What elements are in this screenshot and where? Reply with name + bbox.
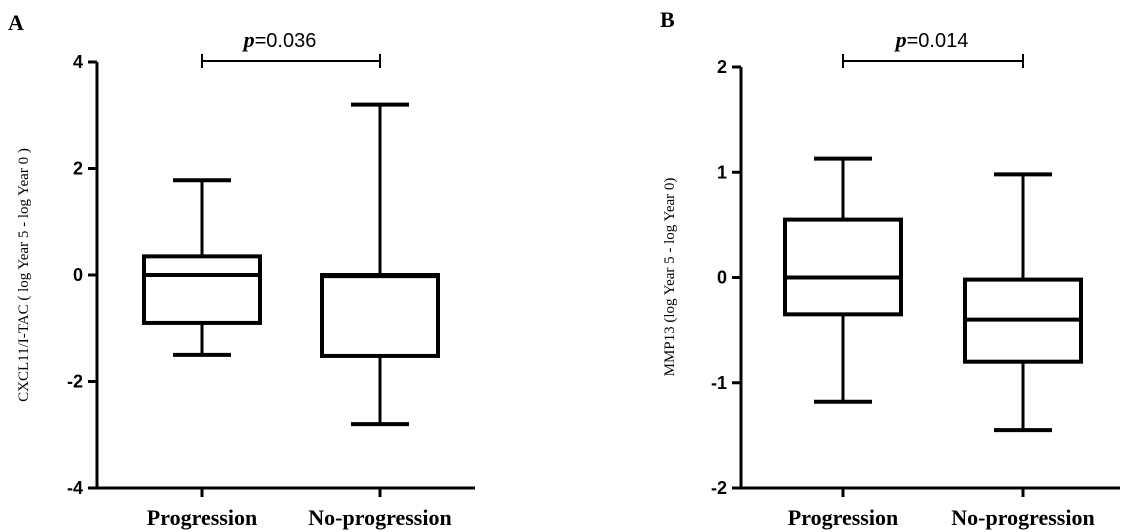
panel-b-box [783, 217, 903, 317]
panel-a-x-tick-label: Progression [147, 505, 257, 530]
panel-a-p-value: =0.036 [255, 30, 317, 52]
svg-text:p=0.014: p=0.014 [894, 27, 969, 52]
panel-b-p-value: =0.014 [907, 30, 969, 52]
panel-b-y-tick-label: -1 [711, 373, 727, 393]
panel-b-x-tick-label: Progression [788, 505, 898, 530]
panel-a-p-value-annotation: p=0.036 [242, 27, 317, 52]
panel-a-y-tick-label: 4 [73, 52, 83, 72]
panel-b-letter: B [660, 7, 675, 32]
panel-b-p-symbol: p [894, 27, 907, 52]
panel-a-y-axis-label: CXCL11/I-TAC ( log Year 5 - log Year 0 ) [16, 148, 32, 402]
panel-a-box [142, 254, 262, 325]
panel-b-y-tick-label: 2 [717, 57, 727, 77]
panel-a-p-symbol: p [242, 27, 255, 52]
panel-a-y-tick-label: 2 [73, 159, 83, 179]
panel-a-box [320, 273, 440, 358]
svg-text:p=0.036: p=0.036 [242, 27, 317, 52]
panel-b-y-tick-label: -2 [711, 478, 727, 498]
panel-a-letter: A [8, 10, 24, 35]
panel-b-x-tick-label: No-progression [951, 505, 1094, 530]
panel-a-y-tick-label: -4 [67, 478, 83, 498]
panel-b-y-axis-label: MMP13 (log Year 5 - log Year 0) [662, 178, 678, 377]
panel-b: B MMP13 (log Year 5 - log Year 0) p=0.01… [660, 7, 1120, 530]
panel-a-y-tick-label: 0 [73, 265, 83, 285]
panel-b-y-tick-label: 1 [717, 162, 727, 182]
panel-a-y-tick-label: -2 [67, 372, 83, 392]
panel-b-y-tick-label: 0 [717, 268, 727, 288]
panel-a-x-tick-label: No-progression [308, 505, 451, 530]
panel-a: A CXCL11/I-TAC ( log Year 5 - log Year 0… [8, 10, 475, 530]
panel-b-p-value-annotation: p=0.014 [894, 27, 969, 52]
